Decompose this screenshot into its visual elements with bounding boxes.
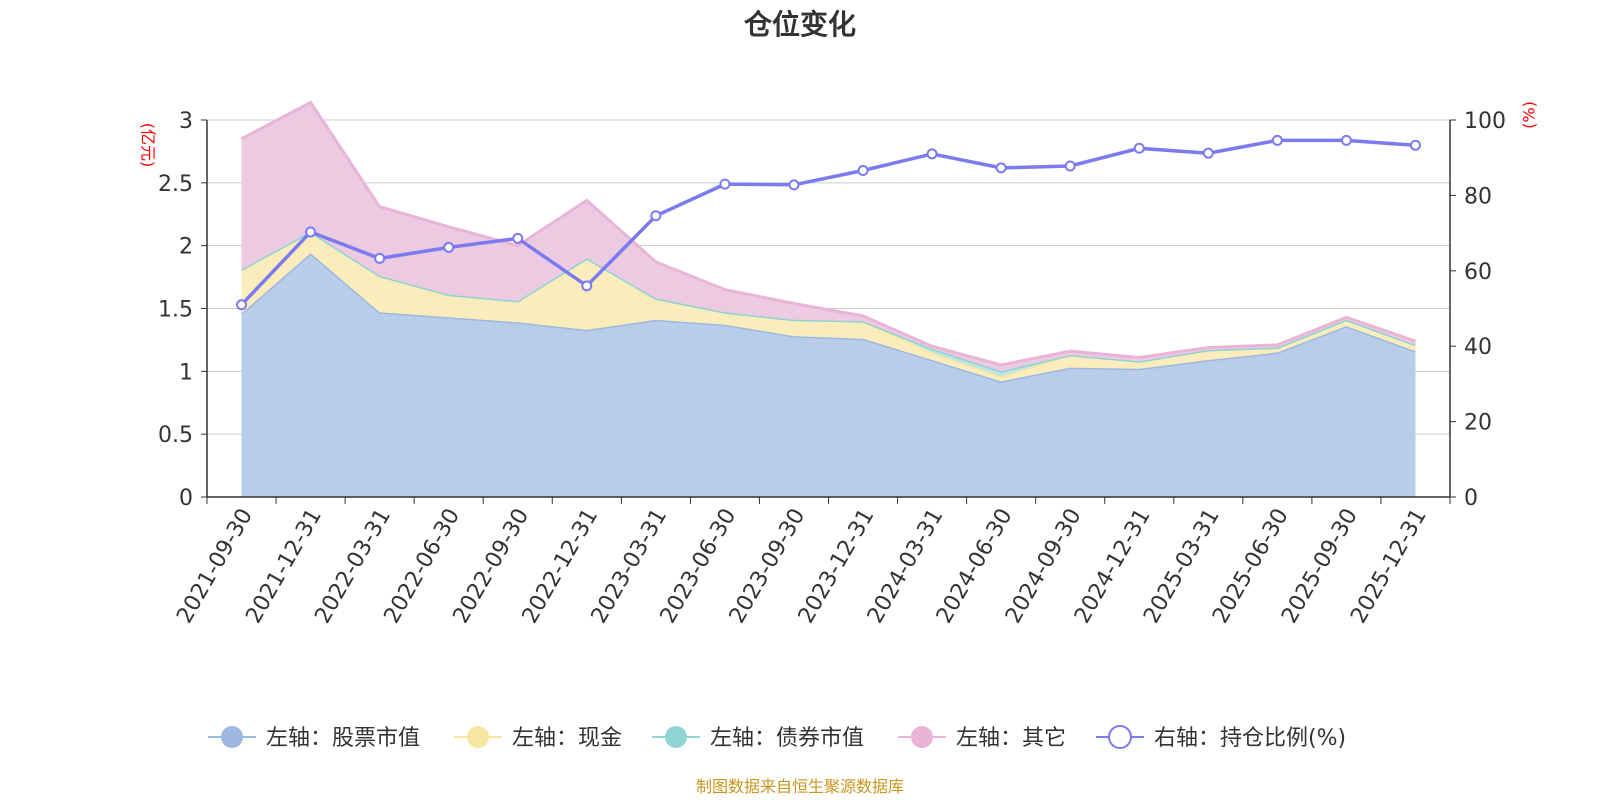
right-axis-unit: (%) (1520, 101, 1539, 129)
left-axis-tick-label: 2.5 (158, 172, 193, 197)
left-axis-tick-label: 1.5 (158, 298, 193, 323)
ratio-point (1064, 160, 1076, 172)
chart-title: 仓位变化 (744, 8, 856, 41)
legend-marker-icon (911, 726, 933, 748)
area-edge-其它 (240, 100, 1416, 367)
source-note: 制图数据来自恒生聚源数据库 (696, 777, 904, 796)
right-axis-tick-label: 60 (1464, 260, 1492, 285)
ratio-point (788, 179, 800, 191)
legend-label: 左轴：现金 (512, 726, 622, 751)
legend[interactable]: 左轴：股票市值 左轴：现金 左轴：债券市值 左轴：其它 右轴：持仓比例(%) (208, 725, 1346, 751)
legend-marker-icon (665, 726, 687, 748)
legend-item[interactable]: 左轴：现金 (454, 726, 622, 751)
ratio-point (719, 178, 731, 190)
legend-item[interactable]: 左轴：债券市值 (652, 726, 864, 751)
ratio-point (1202, 147, 1214, 159)
legend-label: 右轴：持仓比例(%) (1154, 726, 1346, 751)
legend-item[interactable]: 左轴：股票市值 (208, 726, 420, 751)
ratio-point (374, 252, 386, 264)
ratio-point (236, 299, 248, 311)
ratio-point (1271, 134, 1283, 146)
legend-item[interactable]: 左轴：其它 (898, 726, 1066, 751)
right-axis-tick-label: 80 (1464, 184, 1492, 209)
ratio-point (1340, 134, 1352, 146)
stacked-areas (240, 100, 1417, 497)
ratio-point (305, 226, 317, 238)
ratio-point (443, 241, 455, 253)
legend-item[interactable]: 右轴：持仓比例(%) (1096, 725, 1346, 751)
ratio-line-series (236, 134, 1421, 311)
left-axis-tick-label: 0 (179, 486, 193, 511)
ratio-point (995, 162, 1007, 174)
legend-label: 左轴：股票市值 (266, 726, 420, 751)
ratio-point (650, 210, 662, 222)
area-现金 (241, 231, 1416, 382)
legend-label: 左轴：债券市值 (710, 726, 864, 751)
right-axis-tick-label: 0 (1464, 486, 1478, 511)
ratio-line (240, 138, 1416, 306)
legend-label: 左轴：其它 (956, 726, 1066, 751)
left-axis-tick-label: 1 (179, 360, 193, 385)
legend-marker-icon (467, 726, 489, 748)
legend-marker-icon (221, 726, 243, 748)
left-axis-unit: (亿元) (139, 123, 158, 168)
right-axis-tick-label: 40 (1464, 335, 1492, 360)
area-其它 (241, 102, 1416, 372)
left-axis-tick-label: 3 (179, 109, 193, 134)
ratio-point (512, 232, 524, 244)
ratio-point (857, 165, 869, 177)
left-axis-tick-label: 2 (179, 235, 193, 260)
ratio-point (581, 280, 593, 292)
ratio-point (1133, 142, 1145, 154)
right-axis-tick-label: 20 (1464, 411, 1492, 436)
area-股票市值 (241, 253, 1416, 497)
ratio-point (926, 148, 938, 160)
legend-marker-icon (1108, 725, 1132, 749)
left-axis-tick-label: 0.5 (158, 423, 193, 448)
ratio-point (1409, 139, 1421, 151)
right-axis-tick-label: 100 (1464, 109, 1506, 134)
